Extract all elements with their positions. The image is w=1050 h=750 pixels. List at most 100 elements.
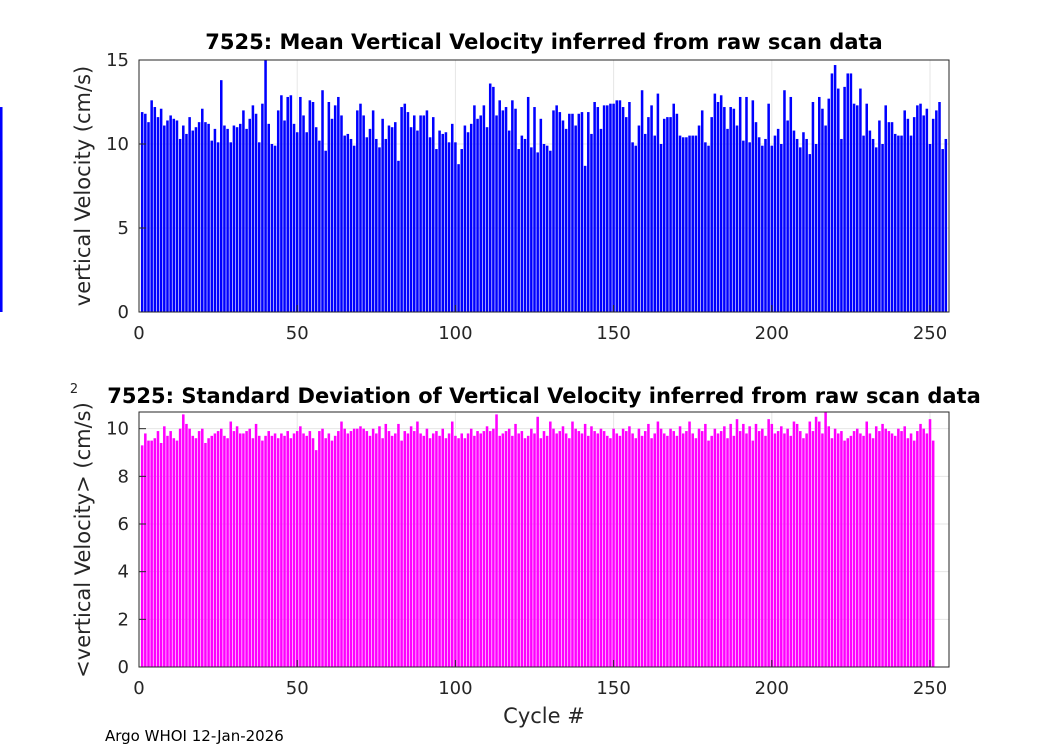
top-bar xyxy=(539,118,543,312)
top-bar xyxy=(457,164,460,312)
bottom-bar xyxy=(849,435,853,667)
x-axis-label: Cycle # xyxy=(503,704,585,728)
bottom-bar xyxy=(185,423,188,667)
top-bar xyxy=(618,100,622,312)
bottom-bar xyxy=(748,426,751,667)
bottom-bar xyxy=(539,438,543,667)
bottom-bar xyxy=(840,431,843,667)
bottom-bar xyxy=(356,428,359,667)
bottom-bar xyxy=(204,442,207,667)
bottom-bar xyxy=(906,438,910,667)
bottom-bar xyxy=(666,435,669,667)
top-bar xyxy=(425,110,429,313)
bottom-bar xyxy=(394,433,397,667)
top-bar xyxy=(552,110,555,313)
top-bar xyxy=(811,102,815,312)
top-y-tick-label: 10 xyxy=(106,134,129,155)
top-bar xyxy=(545,145,549,312)
bottom-bar xyxy=(767,419,770,667)
bottom-bar xyxy=(248,428,252,667)
bottom-bar xyxy=(925,433,929,667)
bottom-bar xyxy=(631,433,634,667)
top-bar xyxy=(245,128,248,312)
bottom-bar xyxy=(235,426,239,667)
top-bar xyxy=(650,105,653,312)
top-bar xyxy=(220,80,223,312)
top-bar xyxy=(606,105,609,312)
bottom-bar xyxy=(558,431,562,667)
top-bar xyxy=(473,105,476,312)
bottom-bar xyxy=(697,428,701,667)
bottom-bar xyxy=(159,442,163,667)
bottom-bar xyxy=(175,440,179,667)
bottom-bar xyxy=(371,428,375,667)
top-bar xyxy=(514,108,517,312)
bottom-bar xyxy=(251,438,255,667)
top-bar xyxy=(849,73,853,312)
top-bar xyxy=(314,127,318,312)
bottom-y-tick-label: 0 xyxy=(118,657,129,678)
top-bar xyxy=(356,110,359,313)
top-bar xyxy=(941,149,944,312)
top-bar xyxy=(159,108,163,312)
top-bar xyxy=(922,115,925,312)
bottom-bar xyxy=(466,433,470,667)
bottom-bar xyxy=(795,423,799,667)
bottom-y-tick-label: 8 xyxy=(118,466,129,487)
bottom-bar xyxy=(659,428,663,667)
top-bar xyxy=(628,102,631,312)
bottom-bar xyxy=(232,431,236,667)
top-bar xyxy=(254,113,258,312)
bottom-bar xyxy=(855,428,859,667)
bottom-y-tick-label: 4 xyxy=(118,562,129,583)
bottom-bar xyxy=(890,433,894,667)
bottom-bar xyxy=(884,428,887,667)
bottom-bar xyxy=(479,433,482,667)
bottom-bar xyxy=(897,428,900,667)
top-bar xyxy=(264,60,267,312)
bottom-bar xyxy=(337,431,340,667)
top-bar xyxy=(748,142,751,312)
top-bar xyxy=(783,90,786,313)
top-bar xyxy=(517,149,520,312)
top-y-axis-label: vertical Velocity (cm/s) xyxy=(71,66,95,306)
top-bar xyxy=(615,100,619,312)
top-bar xyxy=(387,125,391,313)
top-bar xyxy=(536,152,539,312)
bottom-bars-group xyxy=(140,412,935,667)
bottom-bar xyxy=(618,435,622,667)
bottom-bar xyxy=(871,438,875,667)
bottom-bar xyxy=(229,421,233,667)
top-bar xyxy=(862,135,865,312)
top-bar xyxy=(564,128,568,312)
bottom-bar xyxy=(140,445,144,667)
bottom-bar xyxy=(473,435,476,667)
bottom-bar xyxy=(634,438,638,667)
top-bar xyxy=(270,144,274,312)
bottom-bar xyxy=(719,431,723,667)
bottom-bar xyxy=(650,438,653,667)
bottom-bar xyxy=(536,416,539,667)
top-x-tick-label: 0 xyxy=(133,323,144,344)
top-bar xyxy=(444,132,448,312)
top-bar xyxy=(340,115,343,312)
bottom-bar xyxy=(523,438,527,667)
top-bar xyxy=(289,95,293,312)
top-bar xyxy=(292,123,296,312)
bottom-bar xyxy=(438,435,441,667)
top-bar xyxy=(685,137,688,312)
bottom-bar xyxy=(400,440,403,667)
top-bar xyxy=(675,113,679,312)
top-bar xyxy=(346,133,350,312)
top-bar xyxy=(283,120,286,312)
top-bar xyxy=(830,73,834,312)
top-bar xyxy=(466,132,470,312)
top-bar xyxy=(827,98,831,312)
bottom-bar xyxy=(318,431,321,667)
top-bar xyxy=(577,113,581,312)
bottom-bar xyxy=(916,431,919,667)
bottom-bar xyxy=(606,435,609,667)
top-bar xyxy=(318,140,321,312)
bottom-bar xyxy=(710,435,713,667)
top-x-tick-label: 200 xyxy=(755,323,789,344)
